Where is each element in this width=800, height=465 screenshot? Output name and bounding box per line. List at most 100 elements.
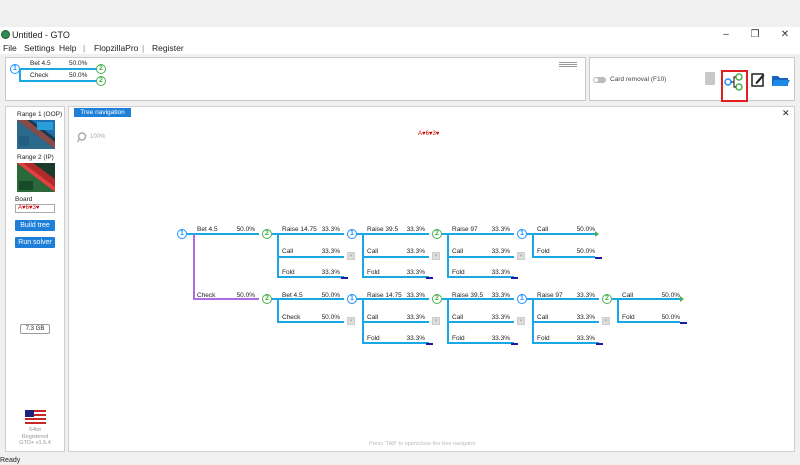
- memory-badge: 7.3 GB: [20, 324, 50, 334]
- r1c4-fold-pct: 50.0%: [576, 248, 595, 255]
- board-label: Board: [15, 196, 33, 203]
- open-folder-icon[interactable]: [771, 73, 791, 88]
- r1c3-call-label: Call: [452, 248, 464, 255]
- r1c2-raise-node[interactable]: 2: [432, 229, 442, 239]
- r2c4-call-card-icon[interactable]: ▾: [602, 317, 610, 325]
- r2c3-fold-marker: [511, 343, 518, 345]
- mini-bet-node[interactable]: 2: [96, 64, 106, 74]
- build-tree-button[interactable]: Build tree: [15, 220, 55, 231]
- tree-view-icon[interactable]: [724, 73, 744, 91]
- r1c2-raise-label: Raise 39.5: [367, 226, 399, 233]
- r2c3-raise-pct: 33.3%: [491, 292, 510, 299]
- r2c2-fold-label: Fold: [367, 335, 380, 342]
- r2c4-fold-marker: [596, 343, 603, 345]
- bet-node[interactable]: 2: [262, 229, 272, 239]
- edit-icon[interactable]: [751, 72, 765, 87]
- us-flag-icon[interactable]: [25, 410, 46, 424]
- r2c3-call-line: [447, 321, 514, 323]
- cards-icon[interactable]: [705, 72, 715, 85]
- mini-bet-label: Bet 4.5: [30, 60, 51, 67]
- r1c3-raise-node[interactable]: 1: [517, 229, 527, 239]
- r2c5-connector: [617, 299, 619, 322]
- r2c4-fold-pct: 33.3%: [576, 335, 595, 342]
- action-line-panel: 1 Bet 4.5 50.0% Check 50.0% 2 2: [5, 57, 586, 101]
- r1c3-call-card-icon[interactable]: ▾: [517, 252, 525, 260]
- mini-check-label: Check: [30, 72, 49, 79]
- toolbar-panel: Card removal (F10): [589, 57, 795, 102]
- r2c3-raise-node[interactable]: 1: [517, 294, 527, 304]
- status-text: Ready: [0, 457, 21, 464]
- menu-separator: |: [142, 43, 145, 53]
- mini-check-node[interactable]: 2: [96, 76, 106, 86]
- r2c1-bet-node[interactable]: 1: [347, 294, 357, 304]
- range2-label: Range 2 (IP): [17, 154, 54, 161]
- r2c2-call-card-icon[interactable]: ▾: [432, 317, 440, 325]
- r1c1-call-card-icon[interactable]: ▾: [347, 252, 355, 260]
- r1c1-raise-pct: 33.3%: [321, 226, 340, 233]
- zoom-icon[interactable]: [77, 132, 88, 143]
- r1c2-call-card-icon[interactable]: ▾: [432, 252, 440, 260]
- tree-navigation-panel: Tree navigation ✕ 100% A♥6♥3♥ Press 'TAB…: [68, 106, 795, 452]
- r1c3-fold-line: [447, 276, 514, 278]
- r2c1-check-label: Check: [282, 314, 301, 321]
- highlight-box: [721, 70, 748, 102]
- menu-settings[interactable]: Settings: [24, 43, 55, 53]
- range1-label: Range 1 (OOP): [17, 111, 63, 118]
- window-title: Untitled - GTO: [12, 30, 70, 40]
- r2c2-raise-node[interactable]: 2: [432, 294, 442, 304]
- r2c1-check-line: [277, 321, 344, 323]
- r2c5-call-label: Call: [622, 292, 634, 299]
- menu-register[interactable]: Register: [152, 43, 184, 53]
- tab-tree-navigation[interactable]: Tree navigation: [74, 108, 131, 117]
- r2c3-fold-label: Fold: [452, 335, 465, 342]
- r2c3-call-pct: 33.3%: [491, 314, 510, 321]
- r2c3-call-card-icon[interactable]: ▾: [517, 317, 525, 325]
- r2c2-raise-label: Raise 14.75: [367, 292, 402, 299]
- r2c1-check-card-icon[interactable]: ▾: [347, 317, 355, 325]
- menu-file[interactable]: File: [3, 43, 17, 53]
- maximize-button[interactable]: ❐: [750, 29, 760, 40]
- r2c4-call-pct: 33.3%: [576, 314, 595, 321]
- status-bar: Ready: [0, 457, 800, 465]
- r1c3-fold-pct: 33.3%: [491, 269, 510, 276]
- tree-root-node[interactable]: 1: [177, 229, 187, 239]
- r1c4-call-arrow-icon: [595, 231, 599, 237]
- r2c4-raise-node[interactable]: 2: [602, 294, 612, 304]
- r1c1-fold-pct: 33.3%: [321, 269, 340, 276]
- range1-grid[interactable]: [17, 120, 55, 149]
- root-check-pct: 50.0%: [236, 292, 255, 299]
- r2c1-bet-label: Bet 4.5: [282, 292, 303, 299]
- r2c3-fold-pct: 33.3%: [491, 335, 510, 342]
- panel-grip-icon[interactable]: [559, 62, 577, 63]
- r2c5-fold-pct: 50.0%: [661, 314, 680, 321]
- bet-line: [187, 233, 259, 235]
- menu-help[interactable]: Help: [59, 43, 77, 53]
- r1c3-raise-line: [442, 233, 514, 235]
- r2c4-raise-pct: 33.3%: [576, 292, 595, 299]
- run-solver-button[interactable]: Run solver: [15, 237, 55, 248]
- r1c3-call-pct: 33.3%: [491, 248, 510, 255]
- r2c2-fold-marker: [426, 343, 433, 345]
- close-button[interactable]: ✕: [780, 29, 790, 40]
- r1c3-fold-marker: [511, 277, 518, 279]
- r1c1-raise-node[interactable]: 1: [347, 229, 357, 239]
- app-icon: [1, 30, 10, 39]
- card-removal-toggle[interactable]: [593, 77, 606, 83]
- r1c1-raise-line: [272, 233, 344, 235]
- r1c2-call-pct: 33.3%: [406, 248, 425, 255]
- menu-flopzillapro[interactable]: FlopzillaPro: [94, 43, 139, 53]
- board-input[interactable]: A♥6♥3♥: [15, 204, 55, 213]
- left-sidebar: Range 1 (OOP) Range 2 (IP) Board A♥6♥3♥ …: [5, 106, 65, 452]
- range2-grid[interactable]: [17, 163, 55, 192]
- r1c4-fold-line: [532, 256, 595, 258]
- minimize-button[interactable]: –: [723, 29, 729, 40]
- r1c3-fold-label: Fold: [452, 269, 465, 276]
- tree-close-icon[interactable]: ✕: [782, 108, 790, 118]
- check-connector: [193, 234, 195, 300]
- r1c1-call-line: [277, 256, 344, 258]
- mini-bet-line: [19, 68, 97, 70]
- r2c2-call-label: Call: [367, 314, 379, 321]
- r1c4-call-line: [527, 233, 595, 235]
- check-node[interactable]: 2: [262, 294, 272, 304]
- r2c2-raise-line: [357, 298, 429, 300]
